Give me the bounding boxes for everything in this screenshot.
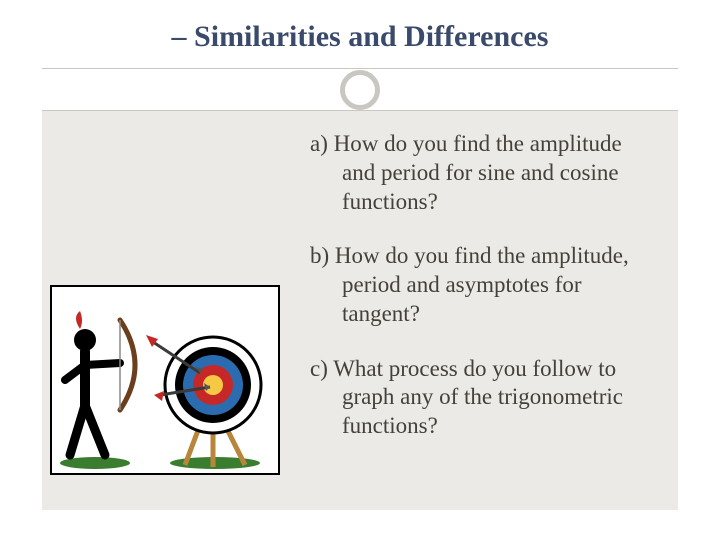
- circle-decoration-icon: [340, 70, 380, 110]
- title-container: – Similarities and Differences: [42, 20, 678, 54]
- question-label: b): [310, 243, 329, 268]
- slide: – Similarities and Differences a) How do…: [0, 0, 720, 540]
- divider-bottom: [42, 110, 678, 111]
- question-c: c) What process do you follow to graph a…: [310, 355, 660, 441]
- archer-target-icon: [50, 285, 280, 475]
- question-b: b) How do you find the amplitude, period…: [310, 242, 660, 328]
- question-text: What process do you follow to graph any …: [328, 356, 623, 439]
- question-text: How do you find the amplitude and period…: [328, 131, 622, 214]
- page-title: – Similarities and Differences: [42, 20, 678, 54]
- question-list: a) How do you find the amplitude and per…: [310, 130, 660, 467]
- question-label: c): [310, 356, 328, 381]
- divider-top: [42, 68, 678, 69]
- question-a: a) How do you find the amplitude and per…: [310, 130, 660, 216]
- question-text: How do you find the amplitude, period an…: [329, 243, 629, 326]
- question-label: a): [310, 131, 328, 156]
